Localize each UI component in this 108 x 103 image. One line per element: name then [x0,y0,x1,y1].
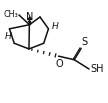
Text: H: H [5,32,12,41]
Text: SH: SH [90,64,104,74]
Text: CH₃: CH₃ [3,10,18,19]
Text: N: N [26,12,33,22]
Text: H: H [52,22,58,31]
Text: O: O [55,59,63,69]
Text: S: S [82,37,88,47]
